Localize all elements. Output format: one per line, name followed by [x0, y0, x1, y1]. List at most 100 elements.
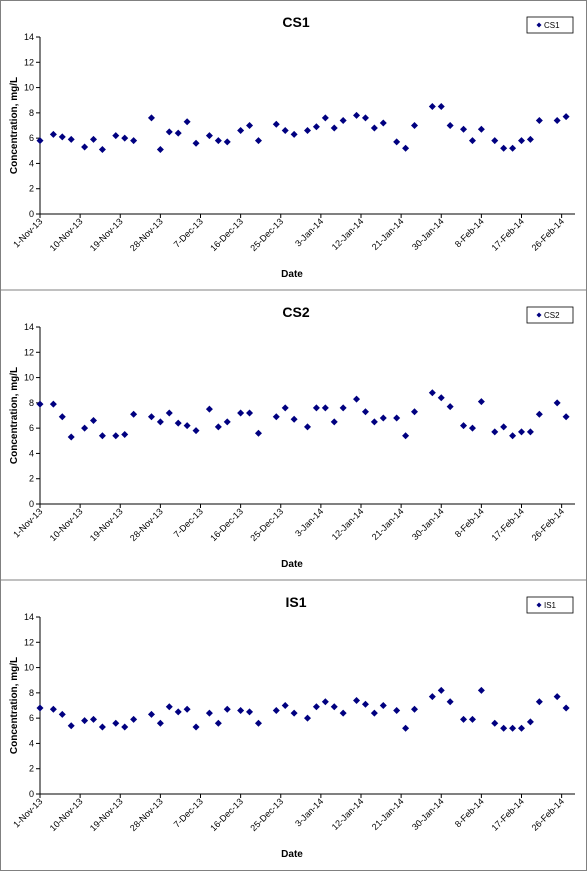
- data-point: [290, 415, 298, 423]
- data-point: [214, 719, 222, 727]
- data-point: [304, 714, 311, 722]
- data-point: [165, 409, 173, 417]
- y-tick-label: 6: [29, 713, 34, 723]
- y-tick-label: 12: [24, 347, 34, 357]
- data-point: [147, 710, 155, 718]
- data-point: [130, 137, 138, 145]
- data-point: [281, 702, 289, 709]
- data-point: [272, 707, 280, 715]
- data-point: [312, 123, 320, 131]
- data-point: [36, 704, 44, 712]
- y-tick-label: 2: [29, 764, 34, 774]
- data-point: [339, 709, 347, 717]
- data-point: [500, 144, 508, 152]
- data-point: [98, 723, 106, 731]
- data-point: [428, 103, 436, 111]
- y-tick-label: 12: [24, 57, 34, 67]
- data-point: [237, 409, 245, 417]
- data-point: [67, 433, 75, 441]
- data-point: [192, 723, 200, 731]
- data-point: [272, 120, 280, 128]
- data-point: [112, 432, 120, 440]
- data-point: [246, 122, 254, 129]
- data-point: [491, 428, 499, 436]
- data-point: [183, 118, 191, 126]
- data-point: [361, 700, 369, 708]
- data-point: [223, 705, 231, 713]
- data-point: [205, 405, 213, 413]
- data-point: [121, 430, 129, 438]
- legend-marker: [536, 312, 542, 318]
- data-point: [500, 724, 508, 732]
- data-point: [526, 135, 534, 143]
- x-axis-label: Date: [281, 849, 303, 860]
- data-point: [81, 424, 89, 432]
- y-tick-label: 8: [29, 398, 34, 408]
- data-point: [130, 410, 138, 418]
- data-point: [393, 414, 401, 422]
- data-point: [446, 122, 454, 129]
- data-point: [81, 143, 89, 151]
- data-point: [223, 418, 231, 426]
- y-tick-label: 0: [29, 499, 34, 509]
- data-point: [214, 423, 222, 431]
- y-tick-label: 2: [29, 474, 34, 484]
- data-point: [304, 423, 311, 431]
- data-point: [509, 432, 517, 440]
- data-point: [402, 724, 410, 732]
- data-point: [500, 423, 508, 431]
- data-point: [491, 137, 499, 145]
- data-point: [353, 111, 361, 119]
- data-point: [411, 408, 418, 416]
- data-point: [477, 686, 485, 694]
- data-point: [402, 432, 410, 440]
- data-point: [67, 135, 75, 143]
- data-point: [205, 709, 213, 717]
- data-point: [223, 138, 231, 146]
- legend-label: CS2: [544, 311, 560, 320]
- data-point: [321, 698, 329, 706]
- data-point: [393, 707, 401, 715]
- y-tick-label: 0: [29, 789, 34, 799]
- data-point: [468, 137, 476, 145]
- data-point: [281, 404, 289, 412]
- y-tick-label: 4: [29, 158, 34, 168]
- y-tick-label: 6: [29, 133, 34, 143]
- data-point: [535, 116, 543, 124]
- data-point: [156, 719, 164, 727]
- data-point: [237, 127, 245, 135]
- legend-label: CS1: [544, 21, 560, 30]
- data-point: [147, 413, 155, 421]
- y-tick-label: 4: [29, 738, 34, 748]
- data-point: [402, 144, 410, 152]
- data-point: [67, 722, 75, 730]
- legend-box: [526, 596, 574, 614]
- data-point: [98, 432, 106, 440]
- data-point: [446, 403, 454, 411]
- data-point: [49, 130, 57, 138]
- data-point: [254, 719, 262, 727]
- data-point: [90, 135, 97, 143]
- data-point: [156, 146, 164, 154]
- y-tick-label: 14: [24, 612, 34, 622]
- data-point: [112, 132, 120, 140]
- data-point: [174, 708, 182, 716]
- data-point: [281, 127, 289, 135]
- data-point: [192, 427, 200, 435]
- legend: CS2: [526, 306, 574, 324]
- data-point: [90, 715, 97, 723]
- data-point: [526, 718, 534, 726]
- data-point: [254, 429, 262, 437]
- y-tick-label: 0: [29, 209, 34, 219]
- data-point: [477, 125, 485, 133]
- data-point: [147, 114, 155, 122]
- data-point: [330, 124, 338, 132]
- legend-box: [526, 16, 574, 34]
- y-tick-label: 12: [24, 637, 34, 647]
- data-point: [330, 703, 338, 711]
- data-point: [121, 134, 129, 142]
- data-point: [509, 144, 517, 152]
- y-tick-label: 8: [29, 688, 34, 698]
- data-point: [49, 705, 57, 713]
- data-point: [58, 133, 66, 141]
